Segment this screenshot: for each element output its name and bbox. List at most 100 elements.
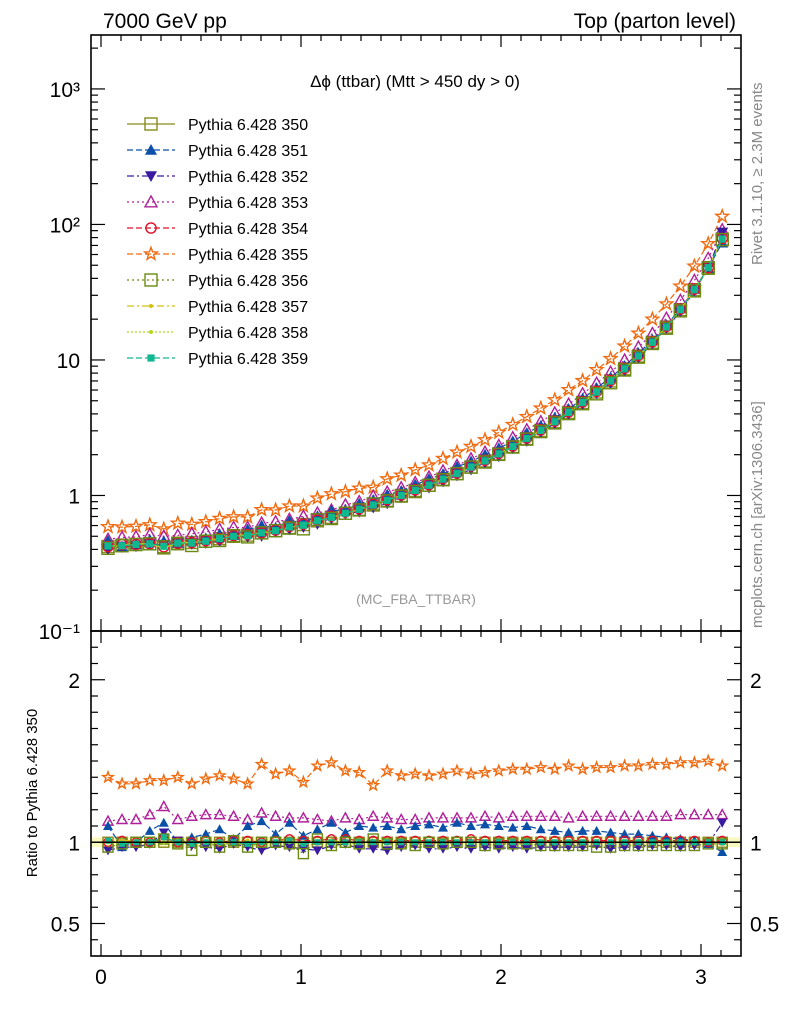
series-359-main-point — [146, 540, 154, 548]
legend-item-359: Pythia 6.428 359 — [127, 351, 308, 368]
series-356-main-point — [561, 406, 576, 421]
series-355-main-point — [99, 518, 117, 534]
series-352-ratio-point — [480, 843, 490, 853]
legend-item-353-marker — [143, 194, 159, 208]
ratio-y-tick-label: 2 — [68, 670, 80, 693]
series-359-main-point — [648, 338, 656, 346]
series-351-ratio-point — [619, 829, 630, 839]
legend-item-351-label: Pythia 6.428 351 — [188, 143, 308, 160]
series-355-main-point — [350, 479, 368, 496]
legend-item-356-label: Pythia 6.428 356 — [188, 273, 308, 290]
series-356-main-point — [575, 397, 590, 411]
series-355-main-point — [448, 443, 466, 460]
series-359-main-point — [662, 323, 670, 331]
series-353-ratio-point — [506, 809, 519, 821]
legend-item-359-marker — [147, 354, 155, 362]
series-354-main-point — [590, 385, 603, 398]
series-355-ratio-point — [449, 763, 465, 777]
legend-item-355: Pythia 6.428 355 — [127, 245, 308, 264]
series-354-main-point — [549, 415, 561, 427]
legend-item-353: Pythia 6.428 353 — [127, 194, 308, 212]
legend-item-357-label: Pythia 6.428 357 — [188, 299, 308, 316]
series-353-ratio-point — [199, 808, 212, 820]
series-359-main-point — [118, 542, 126, 550]
series-354-main-point — [688, 283, 701, 295]
series-353-ratio-point — [269, 809, 282, 821]
series-356-main-point — [492, 447, 506, 462]
series-359-main-point — [383, 496, 391, 504]
series-356-main-point — [212, 533, 227, 548]
series-352-ratio-point — [158, 828, 169, 838]
series-359-ratio-point — [105, 837, 111, 844]
series-355-ratio-point — [100, 769, 116, 784]
series-355-main-point — [672, 277, 689, 294]
series-352-ratio-point — [507, 843, 518, 853]
series-355-ratio-point — [296, 774, 311, 789]
series-353-ratio-point — [716, 808, 729, 820]
series-353-ratio-point — [129, 813, 143, 825]
series-356-ratio-point — [493, 838, 505, 850]
series-355-ratio-point — [310, 758, 325, 772]
series-356-main-point — [589, 387, 604, 401]
series-355-ratio-point — [394, 767, 409, 782]
rivet-label: Rivet 3.1.10, ≥ 2.3M events — [749, 83, 766, 266]
series-359-main-point — [579, 398, 587, 407]
legend-item-353-label: Pythia 6.428 353 — [188, 195, 308, 212]
main-y-tick-label: 10² — [50, 214, 80, 237]
series-355-ratio-point — [240, 776, 255, 790]
series-354-main-point — [660, 320, 673, 333]
series-351-ratio-point — [326, 817, 337, 827]
ratio-y-tick-label: 0.5 — [51, 914, 80, 937]
series-359-main-point — [104, 542, 112, 550]
series-352-ratio-point — [466, 844, 476, 854]
series-355-main-point — [574, 372, 591, 388]
series-355-ratio-point — [324, 754, 339, 769]
series-351-ratio-point — [466, 821, 476, 830]
series-355-ratio-point — [268, 766, 283, 781]
legend-item-350: Pythia 6.428 350 — [127, 117, 308, 134]
series-355-main-point — [113, 518, 131, 535]
series-355-main-point — [434, 449, 452, 466]
series-352-ratio-point — [675, 843, 686, 853]
series-355-ratio-point — [366, 777, 381, 792]
series-356-main-point — [548, 416, 562, 430]
series-351-ratio-point — [521, 821, 532, 830]
series-353-ratio-point — [157, 800, 170, 812]
legend-item-359-label: Pythia 6.428 359 — [188, 351, 308, 368]
series-355-main-point — [295, 497, 312, 514]
series-352-ratio-point — [424, 844, 434, 854]
series-355-main-point — [546, 391, 564, 407]
series-356-main-point — [506, 440, 520, 454]
series-353-ratio-point — [185, 809, 198, 821]
series-355-main-point — [155, 520, 173, 536]
legend-item-350-label: Pythia 6.428 350 — [188, 117, 308, 134]
series-354-main-point — [632, 349, 645, 362]
series-359-main-point — [369, 501, 377, 509]
series-355 — [99, 207, 731, 792]
series-351-main-point — [255, 519, 268, 531]
series-355-ratio-point — [156, 772, 171, 787]
series-359-main-point — [230, 532, 238, 540]
series-355-ratio-point — [421, 767, 437, 782]
series-352-ratio-point — [396, 843, 407, 853]
series-356-ratio-point — [507, 838, 519, 850]
series-355-main-point — [420, 456, 438, 473]
series-359-main-point — [174, 539, 182, 547]
series-351-ratio-point — [591, 825, 602, 835]
ratio-y-tick-label-right: 2 — [750, 670, 762, 693]
series-355-main-point — [518, 408, 536, 424]
series-351-ratio-point — [577, 825, 588, 835]
x-tick-label: 2 — [495, 966, 507, 989]
series-359-main-point — [523, 434, 531, 443]
series-359-ratio-point — [244, 840, 251, 847]
series-356-main-point — [338, 506, 353, 520]
series-356-ratio-point — [702, 838, 714, 850]
series-359-main-point — [327, 513, 335, 521]
axes-ticks — [91, 35, 741, 956]
series-354-main-point — [618, 362, 631, 375]
series-355-ratio-point — [114, 776, 130, 790]
series-353-ratio-point — [618, 809, 631, 821]
series-355-main-point — [462, 437, 480, 454]
x-tick-label: 0 — [95, 966, 107, 989]
